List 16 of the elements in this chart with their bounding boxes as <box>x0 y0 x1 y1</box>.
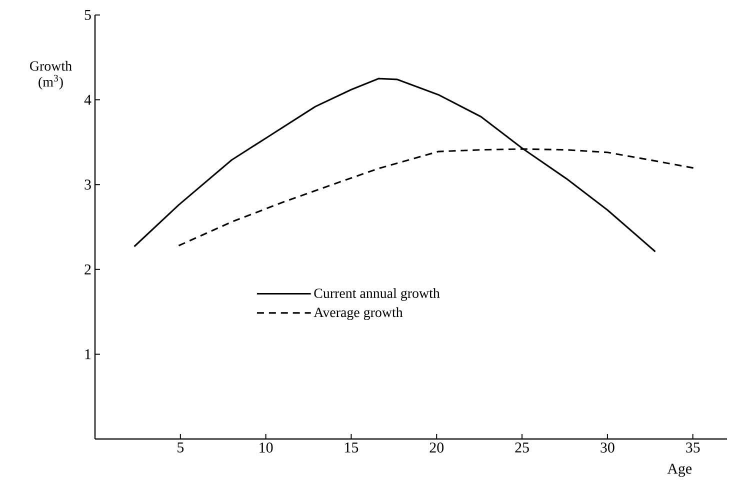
y-axis-title: Growth (m$^{3}$) <box>30 60 72 90</box>
y-tick-label: 4 <box>84 94 92 105</box>
x-tick-label: 30 <box>600 442 614 453</box>
x-tick-label: 35 <box>686 442 700 453</box>
legend-label: Average growth <box>314 307 403 320</box>
x-tick-label: 25 <box>515 442 529 453</box>
x-tick-label: 10 <box>260 442 273 453</box>
x-tick-label: 15 <box>345 442 358 453</box>
x-tick-label: 5 <box>178 442 184 452</box>
y-tick-label: 1 <box>85 349 91 360</box>
y-tick-label: 2 <box>84 264 91 274</box>
x-axis-title: Age <box>667 464 692 477</box>
x-tick-label: 20 <box>430 442 444 453</box>
y-tick-label: 3 <box>84 180 91 190</box>
legend-label: Current annual growth <box>314 288 440 301</box>
y-tick-label: 5 <box>84 10 91 20</box>
